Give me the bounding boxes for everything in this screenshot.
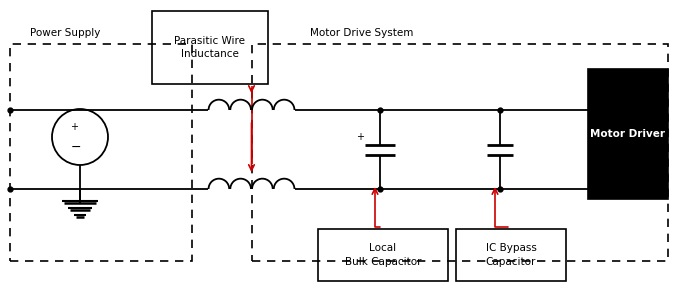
Text: VM: VM	[592, 98, 608, 108]
Bar	[252, 44, 668, 261]
Text: +: +	[356, 132, 364, 142]
Bar	[152, 11, 268, 84]
Bar	[588, 69, 668, 199]
Text: Motor Drive System: Motor Drive System	[310, 28, 413, 38]
Bar	[318, 229, 448, 281]
Text: IC Bypass
Capacitor: IC Bypass Capacitor	[486, 243, 537, 266]
Text: Parasitic Wire
Inductance: Parasitic Wire Inductance	[174, 36, 245, 59]
Text: GND: GND	[592, 177, 616, 187]
Text: −: −	[71, 140, 81, 153]
Bar	[10, 44, 192, 261]
Text: Motor Driver: Motor Driver	[590, 129, 665, 139]
Text: Local
Bulk Capacitor: Local Bulk Capacitor	[345, 243, 422, 266]
Bar	[456, 229, 566, 281]
Text: Power Supply: Power Supply	[30, 28, 100, 38]
Text: +: +	[70, 122, 78, 132]
